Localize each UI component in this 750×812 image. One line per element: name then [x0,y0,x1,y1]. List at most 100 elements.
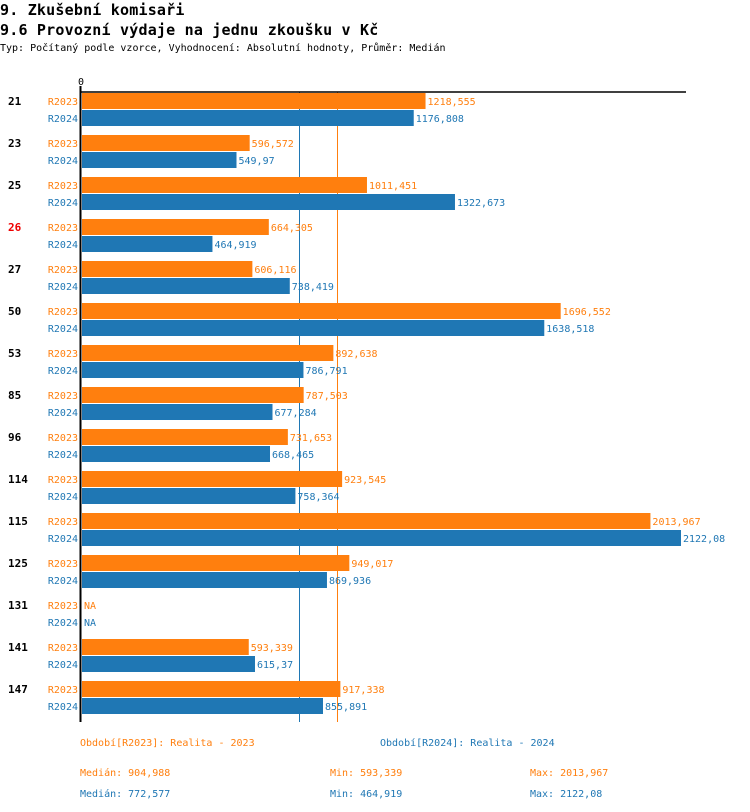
value-label: NA [84,601,96,612]
bar-r2023 [82,471,343,487]
series-label: R2024 [48,156,78,167]
series-label: R2023 [48,601,78,612]
legend-r2023: Období[R2023]: Realita - 2023 [80,738,255,749]
bar-r2024 [82,152,237,168]
bar-r2024 [82,446,271,462]
value-label: 787,503 [306,391,348,402]
bar-r2024 [82,404,273,420]
bar-r2023 [82,387,304,403]
value-label: NA [84,618,96,629]
series-label: R2024 [48,618,78,629]
series-label: R2024 [48,324,78,335]
bar-r2024 [82,362,304,378]
bar-r2023 [82,639,249,655]
value-label: 917,338 [342,685,384,696]
value-label: 2013,967 [652,517,700,528]
series-label: R2023 [48,559,78,570]
bar-r2023 [82,513,651,529]
bar-r2024 [82,320,545,336]
category-label: 21 [8,95,22,108]
stat-min-r2023: Min: 593,339 [330,768,403,779]
value-label: 758,364 [297,492,339,503]
legend-r2024: Období[R2024]: Realita - 2024 [380,738,555,749]
bar-r2024 [82,698,323,714]
bar-r2024 [82,530,681,546]
bar-r2023 [82,177,367,193]
bar-r2024 [82,236,213,252]
series-label: R2024 [48,198,78,209]
bar-r2023 [82,261,253,277]
stat-max-r2023: Max: 2013,967 [530,768,609,779]
value-label: 464,919 [214,240,256,251]
category-label: 50 [8,305,21,318]
bar-r2024 [82,572,327,588]
series-label: R2023 [48,223,78,234]
value-label: 923,545 [344,475,386,486]
value-label: 1322,673 [457,198,505,209]
series-label: R2023 [48,139,78,150]
labels-group: 21 R2023 1218,555 R2024 1176,808 23 R2023 596,5… [8,77,725,713]
series-label: R2024 [48,492,78,503]
bar-r2024 [82,656,255,672]
category-label: 114 [8,473,28,486]
bar-r2023 [82,555,350,571]
value-label: 2122,08 [683,534,725,545]
value-label: 1218,555 [428,97,476,108]
stat-median-r2023: Medián: 904,988 [80,768,171,779]
category-label: 26 [8,221,22,234]
series-label: R2024 [48,408,78,419]
bar-r2024 [82,194,455,210]
series-label: R2023 [48,265,78,276]
series-label: R2024 [48,702,78,713]
category-label: 125 [8,557,28,570]
chart-description: Typ: Počítaný podle vzorce, Vyhodnocení:… [0,43,446,54]
series-label: R2023 [48,307,78,318]
series-label: R2024 [48,660,78,671]
category-label: 131 [8,599,28,612]
series-label: R2024 [48,282,78,293]
x-tick-label: 0 [78,77,84,88]
bar-r2023 [82,345,334,361]
bar-r2023 [82,681,341,697]
stat-median-r2024: Medián: 772,577 [80,789,171,800]
bar-r2023 [82,135,250,151]
value-label: 606,116 [254,265,296,276]
value-label: 1176,808 [416,114,464,125]
value-label: 731,653 [290,433,332,444]
bar-r2023 [82,93,426,109]
series-label: R2023 [48,433,78,444]
category-label: 147 [8,683,28,696]
value-label: 869,936 [329,576,371,587]
value-label: 1011,451 [369,181,417,192]
value-label: 593,339 [251,643,293,654]
stat-max-r2024: Max: 2122,08 [530,789,603,800]
value-label: 1696,552 [563,307,611,318]
series-label: R2023 [48,97,78,108]
category-label: 115 [8,515,28,528]
stat-min-r2024: Min: 464,919 [330,789,403,800]
series-label: R2023 [48,517,78,528]
series-label: R2023 [48,685,78,696]
value-label: 615,37 [257,660,293,671]
value-label: 855,891 [325,702,367,713]
bars-group [82,93,681,714]
value-label: 668,465 [272,450,314,461]
series-label: R2023 [48,475,78,486]
series-label: R2024 [48,450,78,461]
value-label: 738,419 [292,282,334,293]
series-label: R2023 [48,643,78,654]
bar-r2024 [82,488,296,504]
category-label: 53 [8,347,21,360]
bar-r2024 [82,278,290,294]
series-label: R2023 [48,349,78,360]
category-label: 27 [8,263,21,276]
series-label: R2024 [48,114,78,125]
category-label: 25 [8,179,21,192]
series-label: R2024 [48,366,78,377]
bar-r2024 [82,110,414,126]
value-label: 786,791 [305,366,347,377]
series-label: R2023 [48,391,78,402]
series-label: R2024 [48,576,78,587]
value-label: 596,572 [252,139,294,150]
